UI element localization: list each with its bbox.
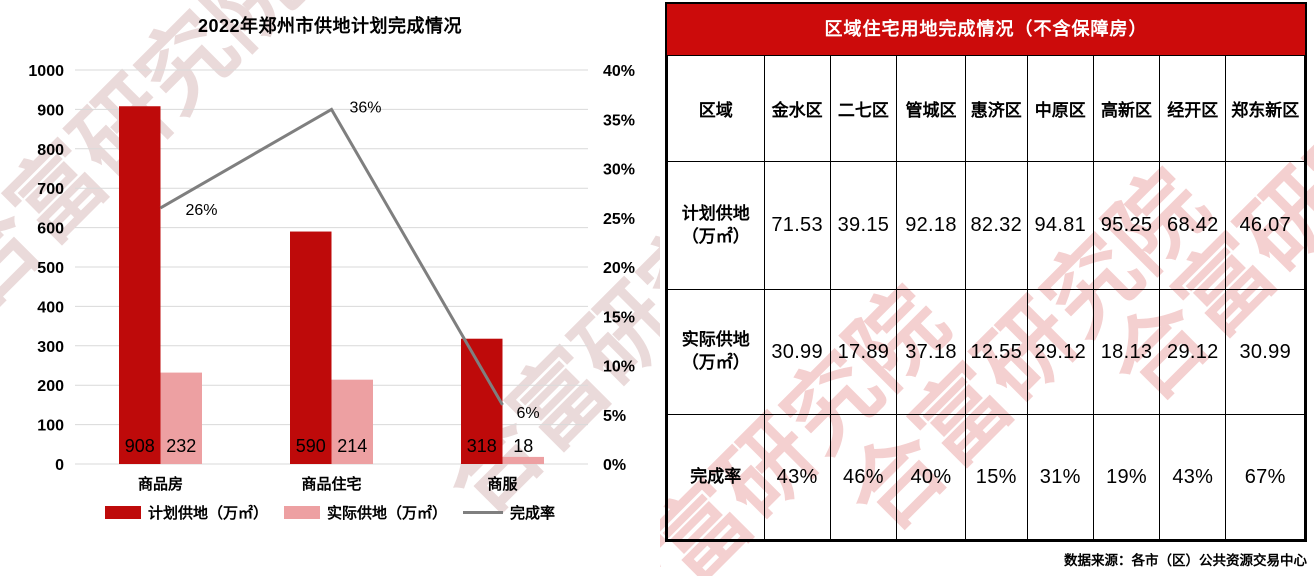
table-cell: 19% xyxy=(1092,414,1161,540)
column-header-district: 郑东新区 xyxy=(1225,55,1305,162)
left-axis-tick-label: 0 xyxy=(55,457,64,474)
bar-value-label: 590 xyxy=(296,436,326,456)
table-cell: 43% xyxy=(1159,414,1227,540)
table-cell: 46.07 xyxy=(1225,161,1305,290)
right-axis-tick-label: 15% xyxy=(603,309,635,326)
legend-item-actual: 实际供地（万㎡） xyxy=(283,502,447,523)
left-axis-tick-label: 700 xyxy=(37,181,64,198)
table-cell: 30.99 xyxy=(1225,289,1305,415)
column-header-district: 二七区 xyxy=(829,55,898,162)
table-cell: 30.99 xyxy=(763,289,831,415)
table-cell: 12.55 xyxy=(964,289,1028,415)
right-axis-tick-label: 10% xyxy=(603,359,635,376)
table-cell: 40% xyxy=(896,414,966,540)
table-row: 完成率 43% 46% 40% 15% 31% 19% 43% 67% xyxy=(667,414,1305,540)
bar-value-label: 908 xyxy=(125,436,155,456)
right-axis-tick-label: 25% xyxy=(603,211,635,228)
bar-value-label: 232 xyxy=(166,436,196,456)
category-label: 商品住宅 xyxy=(301,475,361,493)
legend-item-plan: 计划供地（万㎡） xyxy=(104,502,268,523)
left-axis-tick-label: 1000 xyxy=(28,63,64,80)
column-header-district: 管城区 xyxy=(896,55,966,162)
table-row: 实际供地 （万㎡） 30.99 17.89 37.18 12.55 29.12 18.13 2… xyxy=(667,289,1305,415)
column-header-district: 中原区 xyxy=(1026,55,1094,162)
right-axis-tick-label: 0% xyxy=(603,457,626,474)
actual-bar xyxy=(331,379,373,464)
column-header-district: 惠济区 xyxy=(964,55,1028,162)
column-header-district: 高新区 xyxy=(1092,55,1161,162)
rate-point-label: 6% xyxy=(517,405,540,422)
completion-rate-line xyxy=(159,107,504,406)
table-cell: 17.89 xyxy=(829,289,898,415)
right-axis-tick-label: 35% xyxy=(603,112,635,129)
combo-chart: 0 100 200 300 400 500 600 700 800 900 1000 0% 5% 10% 1… xyxy=(28,63,635,493)
row-label: 实际供地 （万㎡） xyxy=(667,289,765,415)
column-header-district: 金水区 xyxy=(763,55,831,162)
legend-label-rate: 完成率 xyxy=(510,505,556,522)
right-axis-tick-label: 20% xyxy=(603,260,635,277)
column-header-region: 区域 xyxy=(667,55,765,162)
plan-bar xyxy=(119,106,161,465)
right-axis-tick-label: 40% xyxy=(603,63,635,80)
supply-chart-panel: 合富研究院 合富研究院 2022年郑州市供地计划完成情况 0 100 200 300 40… xyxy=(0,0,660,534)
table-cell: 71.53 xyxy=(763,161,831,290)
left-axis-tick-label: 500 xyxy=(37,260,64,277)
rate-line-swatch-icon xyxy=(463,511,503,514)
table-header-row: 区域 金水区 二七区 管城区 惠济区 中原区 高新区 经开区 郑东新区 xyxy=(667,55,1305,162)
table-cell: 94.81 xyxy=(1026,161,1094,290)
table-cell: 37.18 xyxy=(896,289,966,415)
table-row: 计划供地 （万㎡） 71.53 39.15 92.18 82.32 94.81 95.25 6… xyxy=(667,161,1305,290)
chart-title: 2022年郑州市供地计划完成情况 xyxy=(197,16,463,36)
left-axis-tick-label: 800 xyxy=(37,142,64,159)
table-cell: 95.25 xyxy=(1092,161,1161,290)
chart-legend: 计划供地（万㎡） 实际供地（万㎡） 完成率 xyxy=(0,502,660,523)
actual-bar xyxy=(502,456,544,464)
left-axis-tick-label: 400 xyxy=(37,299,64,316)
right-axis-tick-label: 5% xyxy=(603,408,626,425)
left-axis-tick-label: 600 xyxy=(37,221,64,238)
region-table-panel: 合富研究院 合富研究院 合富研究院 区域住宅用地完成情况（不含保障房） 区域 金水区二… xyxy=(660,0,1314,576)
legend-label-plan: 计划供地（万㎡） xyxy=(147,505,268,522)
legend-item-rate: 完成率 xyxy=(463,502,555,523)
plan-bar xyxy=(290,231,332,464)
row-label: 计划供地 （万㎡） xyxy=(667,161,765,290)
bar-value-label: 214 xyxy=(337,436,367,456)
table-cell: 67% xyxy=(1225,414,1305,540)
left-axis-tick-label: 200 xyxy=(37,378,64,395)
table-cell: 46% xyxy=(829,414,898,540)
table-cell: 15% xyxy=(964,414,1028,540)
rate-point-label: 26% xyxy=(186,202,218,219)
category-label: 商品房 xyxy=(138,475,183,493)
left-axis-tick-label: 300 xyxy=(37,339,64,356)
rate-point-label: 36% xyxy=(350,99,382,116)
table-cell: 43% xyxy=(763,414,831,540)
column-header-district: 经开区 xyxy=(1159,55,1227,162)
table-cell: 31% xyxy=(1026,414,1094,540)
left-axis-tick-label: 100 xyxy=(37,418,64,435)
table-title: 区域住宅用地完成情况（不含保障房） xyxy=(667,4,1305,55)
plan-bar xyxy=(461,338,503,464)
right-axis-tick-label: 30% xyxy=(603,162,635,179)
table-cell: 29.12 xyxy=(1159,289,1227,415)
table-cell: 29.12 xyxy=(1026,289,1094,415)
table-cell: 82.32 xyxy=(964,161,1028,290)
bar-value-label: 18 xyxy=(513,436,533,456)
plan-series-swatch-icon xyxy=(104,506,141,519)
legend-label-actual: 实际供地（万㎡） xyxy=(326,505,447,522)
actual-series-swatch-icon xyxy=(283,506,320,519)
row-label: 完成率 xyxy=(667,414,765,540)
bar-value-label: 318 xyxy=(467,436,497,456)
table-cell: 39.15 xyxy=(829,161,898,290)
region-table: 区域 金水区 二七区 管城区 惠济区 中原区 高新区 经开区 郑东新区 计划供地 （万㎡） 71.… xyxy=(667,55,1305,540)
category-label: 商服 xyxy=(487,475,518,493)
table-cell: 92.18 xyxy=(896,161,966,290)
source-note: 数据来源：各市（区）公共资源交易中心 xyxy=(1064,553,1307,568)
table-cell: 18.13 xyxy=(1092,289,1161,415)
actual-bar xyxy=(160,372,202,464)
table-cell: 68.42 xyxy=(1159,161,1227,290)
left-axis-tick-label: 900 xyxy=(37,102,64,119)
region-table-frame: 区域住宅用地完成情况（不含保障房） 区域 金水区 二七区 管城区 惠济区 中原区 高新区 经开… xyxy=(665,2,1307,542)
